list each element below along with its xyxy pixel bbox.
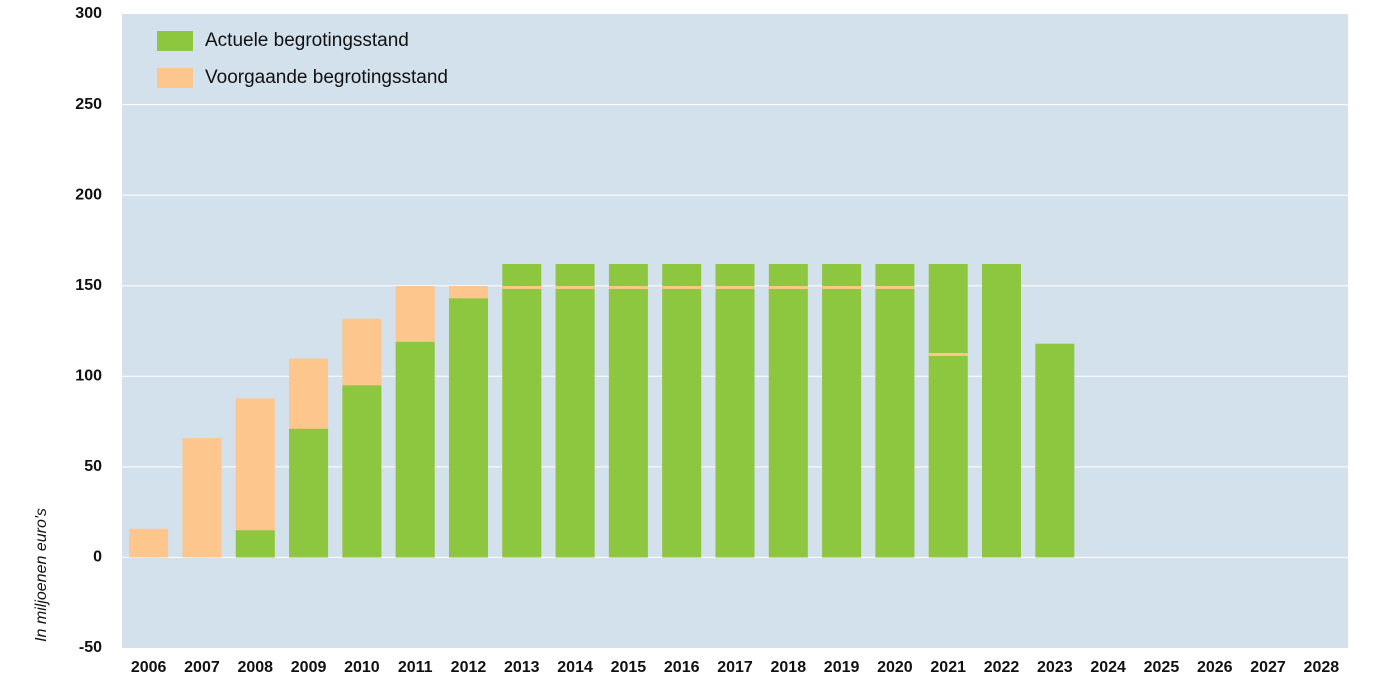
x-tick-label: 2017 xyxy=(717,659,753,676)
x-tick-label: 2025 xyxy=(1144,659,1180,676)
bar xyxy=(235,530,275,558)
y-tick-label: 250 xyxy=(75,96,102,113)
x-tick-label: 2006 xyxy=(131,659,167,676)
x-tick-label: 2007 xyxy=(184,659,220,676)
bar xyxy=(129,530,169,558)
y-tick-label: -50 xyxy=(79,639,102,656)
bar xyxy=(555,263,595,558)
bar xyxy=(448,298,488,558)
y-tick-label: 50 xyxy=(84,458,102,475)
bar xyxy=(662,263,702,558)
y-tick-label: 300 xyxy=(75,5,102,22)
bar xyxy=(342,385,382,558)
x-tick-label: 2026 xyxy=(1197,659,1233,676)
x-tick-label: 2011 xyxy=(398,659,433,676)
legend-text: Actuele begrotingsstand xyxy=(205,30,409,51)
x-tick-label: 2020 xyxy=(877,659,913,676)
bar xyxy=(982,263,1022,558)
x-tick-label: 2014 xyxy=(557,659,593,676)
x-tick-label: 2010 xyxy=(344,659,380,676)
x-tick-label: 2009 xyxy=(291,659,327,676)
bar xyxy=(875,263,915,558)
x-tick-label: 2015 xyxy=(611,659,647,676)
bar xyxy=(182,439,222,558)
legend-text: Voorgaande begrotingsstand xyxy=(205,67,448,88)
x-tick-label: 2018 xyxy=(771,659,807,676)
x-tick-label: 2024 xyxy=(1090,659,1126,676)
bar xyxy=(768,263,808,558)
bar xyxy=(502,263,542,558)
bar xyxy=(715,263,755,558)
x-tick-label: 2022 xyxy=(984,659,1020,676)
bar xyxy=(1035,343,1075,558)
y-tick-label: 100 xyxy=(75,368,102,385)
bar xyxy=(289,428,329,558)
bar xyxy=(928,263,968,558)
x-tick-label: 2023 xyxy=(1037,659,1073,676)
y-axis-label: In miljoenen euro's xyxy=(33,508,50,642)
bar xyxy=(395,341,435,558)
legend-swatch xyxy=(157,68,193,88)
x-tick-label: 2019 xyxy=(824,659,860,676)
y-tick-label: 150 xyxy=(75,277,102,294)
x-tick-label: 2008 xyxy=(237,659,273,676)
x-tick-label: 2012 xyxy=(451,659,487,676)
x-tick-label: 2021 xyxy=(930,659,966,676)
x-tick-label: 2013 xyxy=(504,659,540,676)
bar xyxy=(608,263,648,558)
y-tick-label: 200 xyxy=(75,186,102,203)
legend-swatch xyxy=(157,31,193,51)
x-tick-label: 2016 xyxy=(664,659,700,676)
bar xyxy=(822,263,862,558)
x-tick-label: 2028 xyxy=(1304,659,1340,676)
y-tick-label: 0 xyxy=(93,549,102,566)
x-tick-label: 2027 xyxy=(1250,659,1286,676)
